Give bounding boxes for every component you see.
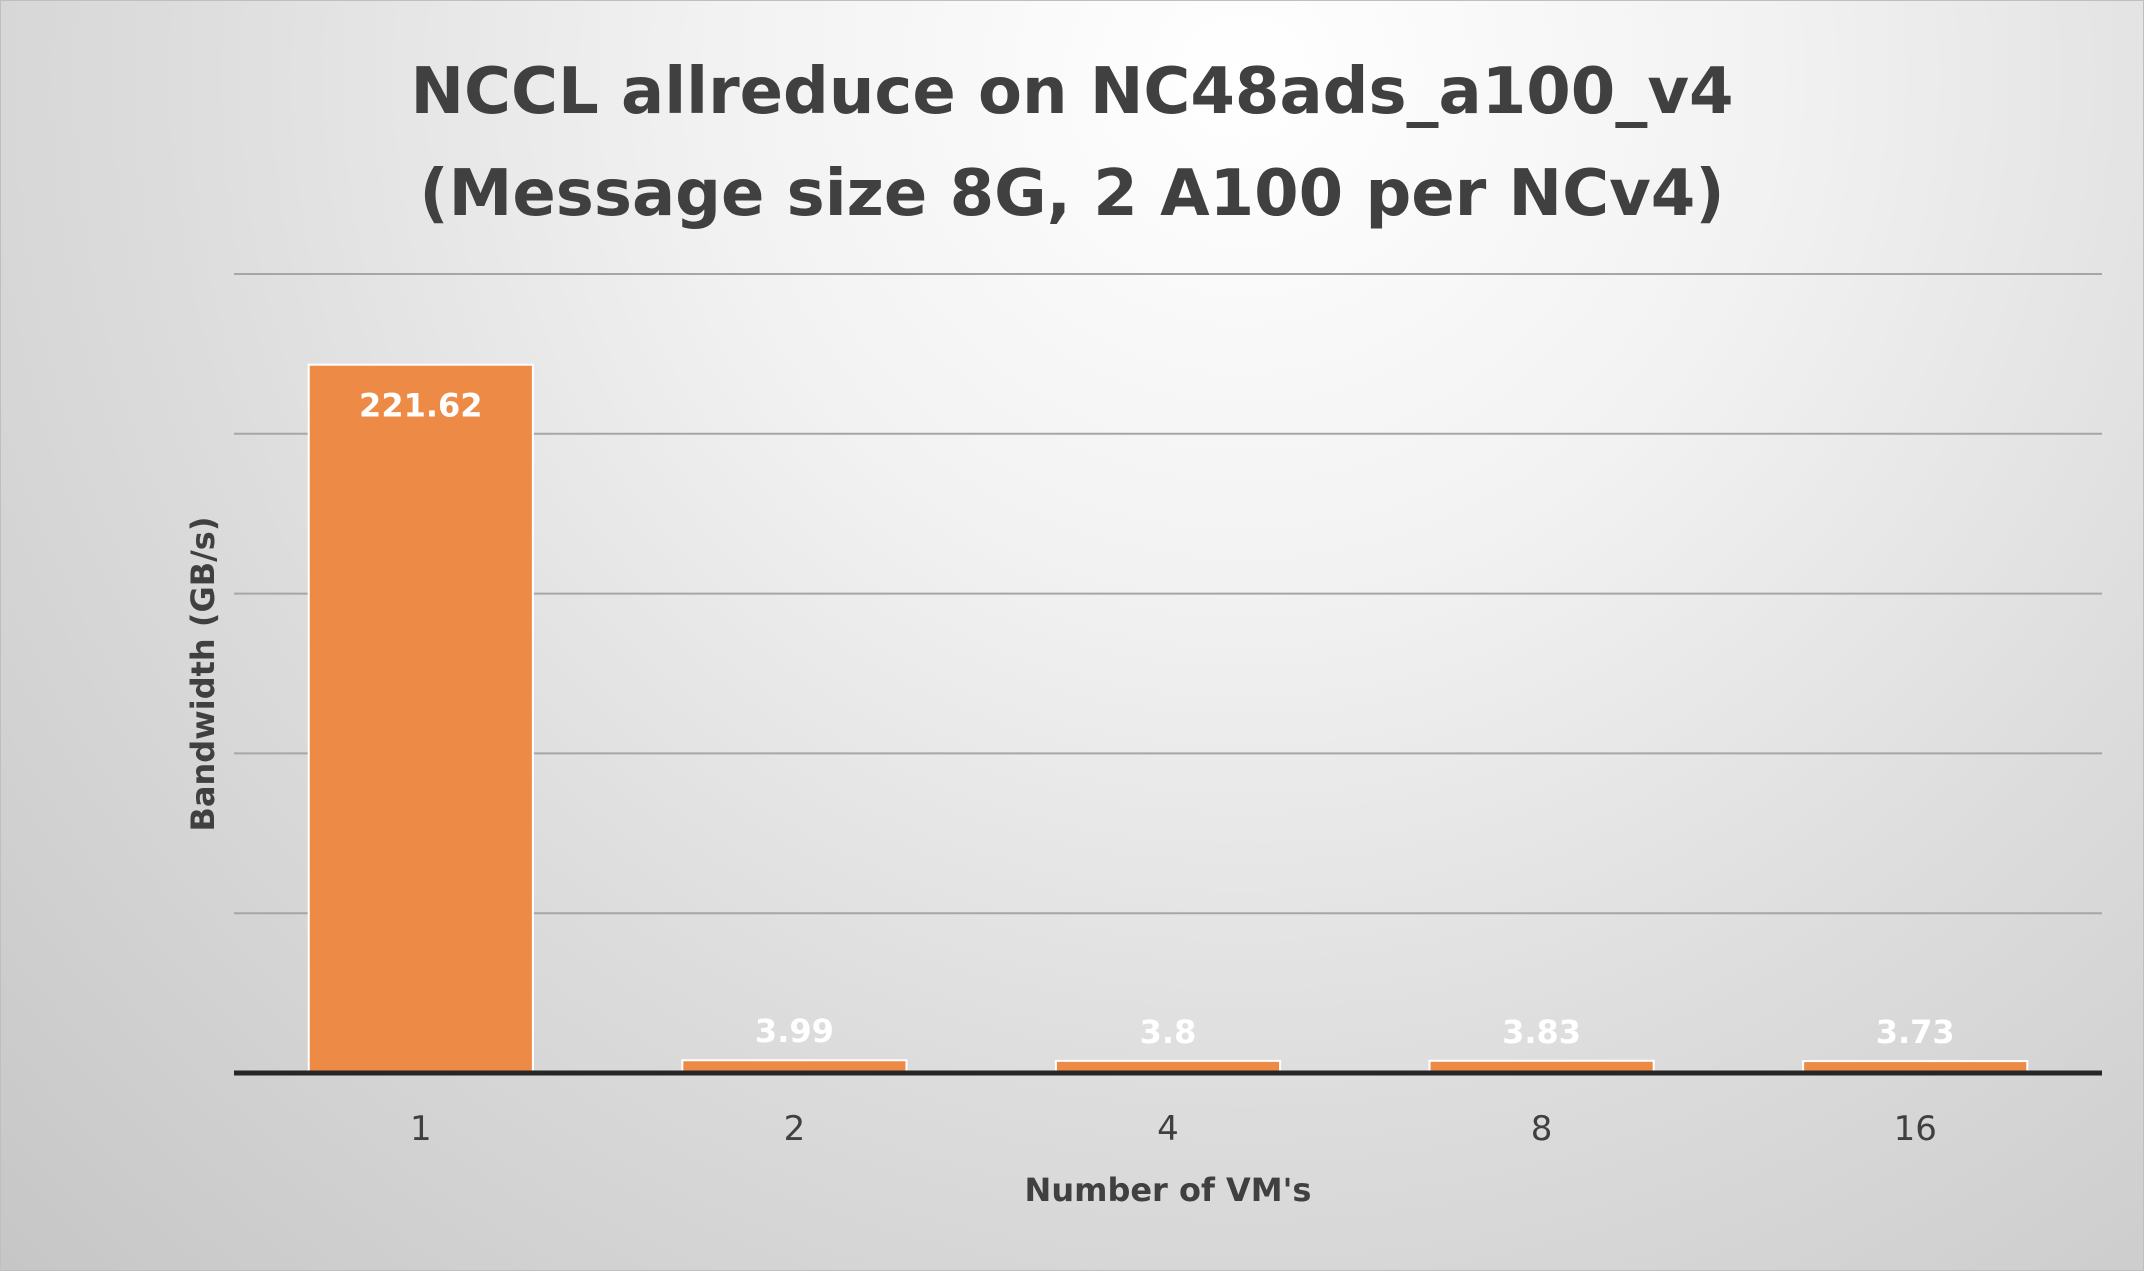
data-label-1: 221.62 [359, 387, 482, 425]
data-label-16: 3.73 [1876, 1013, 1955, 1051]
data-labels: 221.62 3.99 3.8 3.83 3.73 [359, 387, 1955, 1051]
bar-1 [307, 363, 534, 1075]
x-tick-label-16: 16 [1894, 1109, 1937, 1149]
y-axis-title: Bandwidth (GB/s) [184, 517, 222, 832]
data-label-2: 3.99 [755, 1012, 834, 1050]
bars [307, 363, 2029, 1075]
chart-title: NCCL allreduce on NC48ads_a100_v4 [410, 55, 1733, 129]
x-tick-label-1: 1 [410, 1109, 432, 1149]
gridlines [234, 273, 2102, 915]
x-axis-title: Number of VM's [1025, 1171, 1312, 1209]
x-tick-labels: 1 2 4 8 16 [410, 1109, 1937, 1149]
x-tick-label-4: 4 [1157, 1109, 1179, 1149]
data-label-4: 3.8 [1140, 1013, 1197, 1051]
data-label-8: 3.83 [1502, 1013, 1581, 1051]
x-tick-label-8: 8 [1531, 1109, 1553, 1149]
x-tick-label-2: 2 [784, 1109, 806, 1149]
chart-subtitle: (Message size 8G, 2 A100 per NCv4) [419, 157, 1724, 231]
